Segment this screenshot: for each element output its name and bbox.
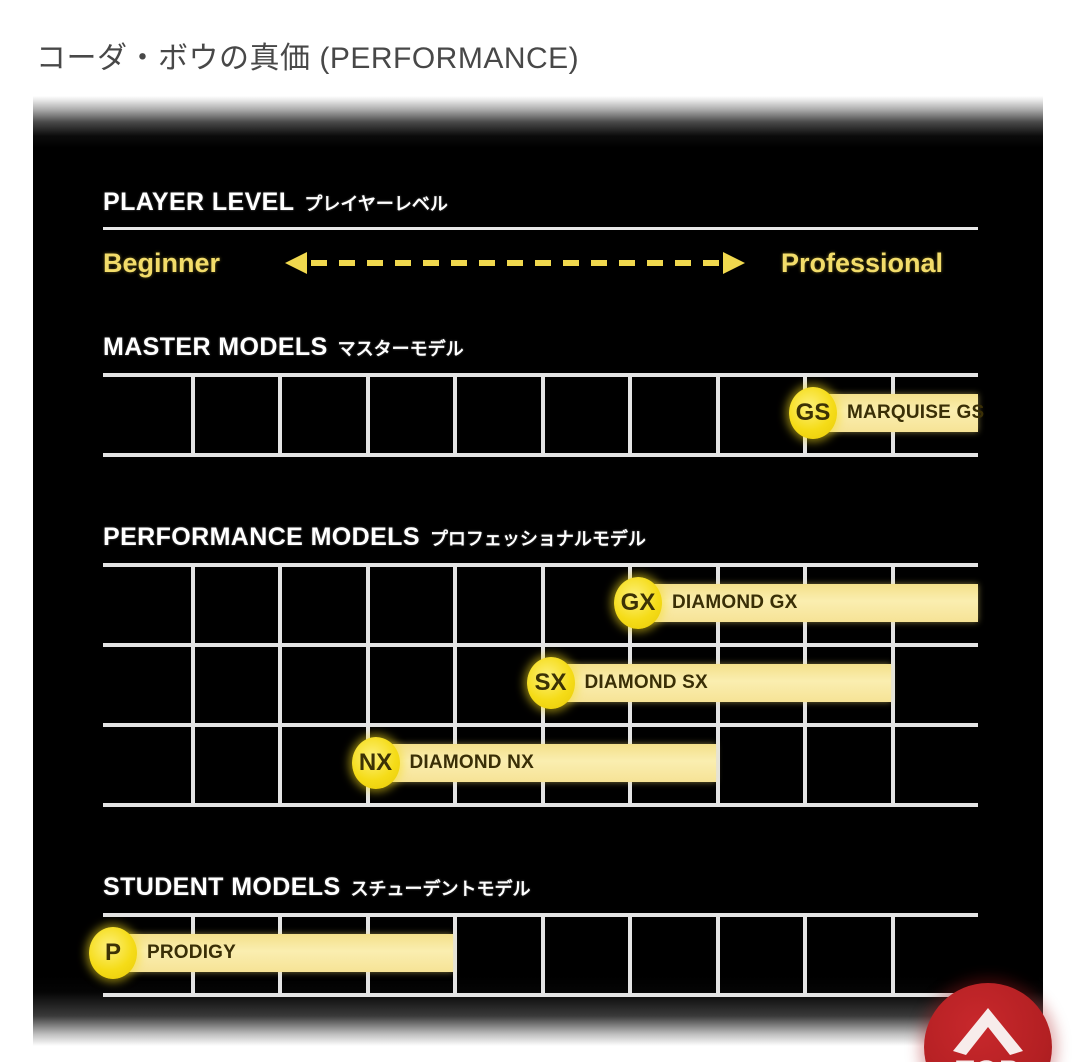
grid-vline [190, 373, 195, 457]
grid-vline [540, 373, 545, 457]
vertical-scrollbar-track[interactable] [1060, 4, 1074, 959]
player-level-heading-jp: プレイヤーレベル [304, 194, 448, 214]
master-models-heading-jp: マスターモデル [337, 339, 464, 359]
grid-vline [278, 563, 282, 807]
model-label-gx: DIAMOND GX [672, 592, 798, 613]
player-level-heading-en: PLAYER LEVEL [103, 188, 295, 216]
model-label-gs: MARQUISE GS [847, 402, 985, 423]
grid-vline [890, 563, 895, 807]
grid-vline [453, 563, 457, 807]
grid-vline [365, 373, 370, 457]
model-badge-p: P [89, 927, 137, 979]
grid-vline [715, 373, 720, 457]
grid-vline [628, 373, 632, 457]
model-bar-sx [540, 664, 891, 702]
model-label-p: PRODIGY [147, 942, 237, 963]
grid-vline [453, 913, 457, 997]
player-level-divider [103, 227, 978, 230]
model-bar-nx [365, 744, 716, 782]
master-models-heading-en: MASTER MODELS [103, 333, 328, 361]
double-headed-dashed-arrow-icon [285, 252, 745, 274]
model-label-nx: DIAMOND NX [409, 752, 534, 773]
grid-vline [715, 913, 720, 997]
grid-vline [540, 913, 545, 997]
grid-vline [453, 373, 457, 457]
professional-label: Professional [781, 248, 944, 278]
model-badge-nx: NX [351, 737, 400, 789]
page-title: コーダ・ボウの真価 (PERFORMANCE) [36, 42, 580, 75]
performance-models-heading: PERFORMANCE MODELS プロフェッショナルモデル [103, 523, 646, 552]
grid-vline [890, 913, 895, 997]
grid-vline [628, 913, 632, 997]
master-models-heading: MASTER MODELS マスターモデル [103, 333, 464, 362]
performance-chart: PLAYER LEVEL プレイヤーレベル Beginner Profession… [33, 96, 1043, 1046]
scroll-viewport: PLAYER LEVEL プレイヤーレベル Beginner Profession… [0, 96, 1080, 1062]
grid-vline [803, 913, 807, 997]
model-badge-gs: GS [789, 387, 837, 439]
model-badge-gx: GX [614, 577, 662, 629]
scroll-to-top-label: TOP [924, 1055, 1052, 1062]
model-bar-p [103, 934, 453, 972]
chevron-up-icon [953, 1008, 1023, 1055]
performance-models-heading-jp: プロフェッショナルモデル [429, 529, 646, 549]
student-models-heading-en: STUDENT MODELS [103, 873, 341, 901]
grid-vline [365, 563, 370, 807]
performance-models-heading-en: PERFORMANCE MODELS [103, 523, 420, 551]
grid-vline [190, 563, 195, 807]
model-label-sx: DIAMOND SX [584, 672, 708, 693]
grid-vline [278, 373, 282, 457]
model-bar-gx [628, 584, 978, 622]
model-badge-sx: SX [526, 657, 575, 709]
beginner-label: Beginner [103, 248, 221, 278]
dark-content-panel [33, 96, 1043, 1046]
student-models-heading-jp: スチューデントモデル [350, 879, 531, 899]
player-level-heading: PLAYER LEVEL プレイヤーレベル [103, 188, 448, 217]
student-models-heading: STUDENT MODELS スチューデントモデル [103, 873, 531, 902]
